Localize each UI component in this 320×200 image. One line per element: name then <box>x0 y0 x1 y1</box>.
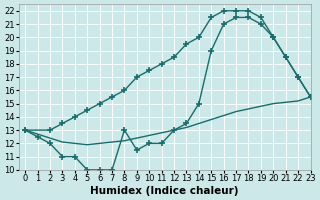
X-axis label: Humidex (Indice chaleur): Humidex (Indice chaleur) <box>91 186 239 196</box>
